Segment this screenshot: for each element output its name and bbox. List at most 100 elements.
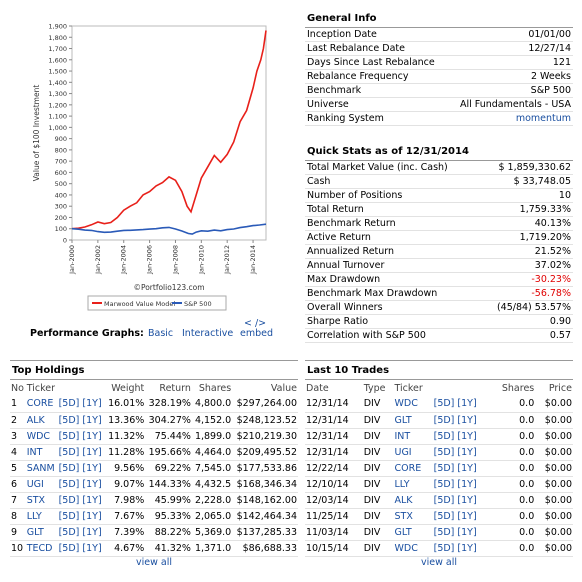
trade-period-links: [5D] [1Y]: [433, 412, 491, 428]
holding-ticker-link[interactable]: UGI: [26, 478, 44, 490]
trade-5d-link[interactable]: [5D]: [433, 414, 455, 426]
trade-1y-link[interactable]: [1Y]: [457, 462, 477, 474]
holding-5d-link[interactable]: [5D]: [58, 414, 80, 426]
trades-view-all-link[interactable]: view all: [421, 556, 457, 568]
holding-shares: 2,228.0: [194, 494, 232, 506]
trade-5d-link[interactable]: [5D]: [433, 510, 455, 522]
y-tick-label: 1,100: [48, 113, 67, 121]
quick-stats-label: Benchmark Max Drawdown: [307, 288, 438, 299]
holding-1y-link[interactable]: [1Y]: [82, 478, 102, 490]
trade-5d-link[interactable]: [5D]: [433, 398, 455, 410]
holding-period-links: [5D] [1Y]: [58, 492, 105, 508]
trade-5d-link[interactable]: [5D]: [433, 446, 455, 458]
chart-legend: Marwood Value Model S&P 500: [87, 295, 227, 311]
quick-stats-value: 37.02%: [534, 260, 571, 271]
trade-5d-link[interactable]: [5D]: [433, 430, 455, 442]
holding-5d-link[interactable]: [5D]: [58, 542, 80, 554]
holding-ticker-link[interactable]: LLY: [26, 510, 42, 522]
basic-graph-link[interactable]: Basic: [148, 328, 174, 339]
holding-value: $168,346.34: [236, 478, 297, 490]
trade-type: DIV: [363, 494, 381, 506]
quick-stats-value: 1,759.33%: [519, 204, 571, 215]
performance-graphs-label: Performance Graphs:: [30, 328, 144, 339]
trade-1y-link[interactable]: [1Y]: [457, 478, 477, 490]
holding-5d-link[interactable]: [5D]: [58, 398, 80, 410]
holding-ticker-link[interactable]: ALK: [26, 414, 45, 426]
trade-5d-link[interactable]: [5D]: [433, 462, 455, 474]
trade-ticker-link[interactable]: WDC: [394, 398, 418, 410]
general-info-row: Ranking System momentum: [305, 112, 573, 126]
holding-row: 5 SANM [5D] [1Y] 9.56% 69.22% 7,545.0 $177,533…: [10, 460, 298, 476]
trade-5d-link[interactable]: [5D]: [433, 542, 455, 554]
holding-ticker-link[interactable]: CORE: [26, 398, 54, 410]
trade-5d-link[interactable]: [5D]: [433, 494, 455, 506]
x-tick-label: Jan-2012: [223, 245, 231, 275]
trade-ticker-link[interactable]: UGI: [394, 446, 412, 458]
holding-5d-link[interactable]: [5D]: [58, 462, 80, 474]
trade-ticker-link[interactable]: INT: [394, 430, 411, 442]
quick-stats-row: Sharpe Ratio 0.90: [305, 315, 573, 329]
trade-ticker-link[interactable]: LLY: [394, 478, 410, 490]
holding-ticker-link[interactable]: STX: [26, 494, 46, 506]
trade-ticker-link[interactable]: GLT: [394, 414, 412, 426]
general-info-label: Benchmark: [307, 85, 362, 96]
performance-graphs-bar: Performance Graphs: Basic Interactive < …: [30, 318, 300, 348]
holding-1y-link[interactable]: [1Y]: [82, 526, 102, 538]
holding-weight: 16.01%: [108, 398, 145, 410]
header-type: Type: [363, 382, 386, 394]
holding-1y-link[interactable]: [1Y]: [82, 462, 102, 474]
trade-ticker-link[interactable]: ALK: [394, 494, 413, 506]
trade-1y-link[interactable]: [1Y]: [457, 510, 477, 522]
holding-1y-link[interactable]: [1Y]: [82, 510, 102, 522]
trade-ticker-link[interactable]: GLT: [394, 526, 412, 538]
trade-1y-link[interactable]: [1Y]: [457, 446, 477, 458]
performance-chart: 0 100 200 300 400 500 600 700 800 900 1,000 1,100 1,…: [0, 0, 300, 318]
trade-ticker-link[interactable]: WDC: [394, 542, 418, 554]
trade-date: 12/31/14: [306, 398, 349, 410]
trade-5d-link[interactable]: [5D]: [433, 478, 455, 490]
holding-shares: 4,432.5: [194, 478, 232, 490]
trade-1y-link[interactable]: [1Y]: [457, 414, 477, 426]
trade-1y-link[interactable]: [1Y]: [457, 430, 477, 442]
trade-shares: 0.0: [519, 430, 535, 442]
holding-1y-link[interactable]: [1Y]: [82, 430, 102, 442]
holding-5d-link[interactable]: [5D]: [58, 478, 80, 490]
holding-1y-link[interactable]: [1Y]: [82, 494, 102, 506]
trade-1y-link[interactable]: [1Y]: [457, 494, 477, 506]
quick-stats-value: 0.90: [549, 316, 571, 327]
holding-return: 41.32%: [154, 542, 191, 554]
trade-1y-link[interactable]: [1Y]: [457, 526, 477, 538]
chart-svg: 0 100 200 300 400 500 600 700 800 900 1,000 1,100 1,…: [32, 23, 267, 311]
trade-shares: 0.0: [519, 494, 535, 506]
holding-ticker-link[interactable]: GLT: [26, 526, 44, 538]
quick-stats-label: Active Return: [307, 232, 371, 243]
trade-ticker-link[interactable]: STX: [394, 510, 413, 522]
holding-ticker-link[interactable]: WDC: [26, 430, 51, 442]
holding-5d-link[interactable]: [5D]: [58, 510, 80, 522]
holding-1y-link[interactable]: [1Y]: [82, 398, 102, 410]
holding-5d-link[interactable]: [5D]: [58, 494, 80, 506]
holdings-view-all-link[interactable]: view all: [136, 556, 172, 568]
general-info-label: Days Since Last Rebalance: [307, 57, 435, 68]
holding-5d-link[interactable]: [5D]: [58, 526, 80, 538]
holding-1y-link[interactable]: [1Y]: [82, 414, 102, 426]
trade-1y-link[interactable]: [1Y]: [457, 398, 477, 410]
embed-code-icon[interactable]: < />: [244, 318, 267, 329]
model-series-line: [71, 30, 267, 230]
ranking-system-link[interactable]: momentum: [515, 113, 571, 124]
holding-5d-link[interactable]: [5D]: [58, 430, 80, 442]
trade-1y-link[interactable]: [1Y]: [457, 542, 477, 554]
embed-link[interactable]: embed: [240, 328, 274, 339]
trade-shares: 0.0: [519, 398, 535, 410]
interactive-graph-link[interactable]: Interactive: [182, 328, 234, 339]
holding-ticker-link[interactable]: TECD: [26, 542, 53, 554]
holding-1y-link[interactable]: [1Y]: [82, 542, 102, 554]
holding-ticker-link[interactable]: SANM: [26, 462, 55, 474]
holding-ticker-link[interactable]: INT: [26, 446, 43, 458]
holding-5d-link[interactable]: [5D]: [58, 446, 80, 458]
trade-5d-link[interactable]: [5D]: [433, 526, 455, 538]
holding-shares: 7,545.0: [194, 462, 232, 474]
holding-1y-link[interactable]: [1Y]: [82, 446, 102, 458]
trade-ticker-link[interactable]: CORE: [394, 462, 422, 474]
holding-return: 304.27%: [148, 414, 191, 426]
